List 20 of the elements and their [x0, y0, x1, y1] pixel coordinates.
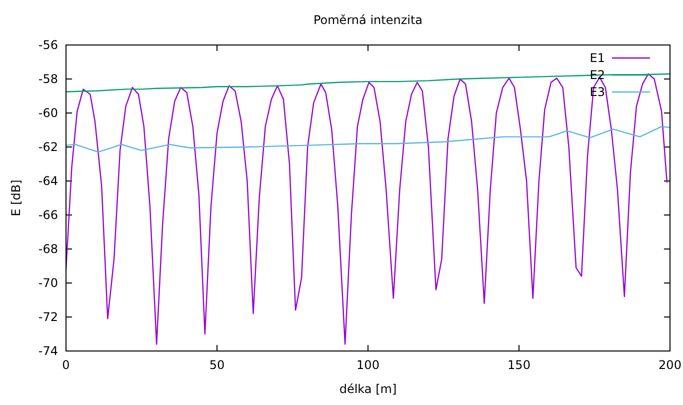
- x-tick-label: 0: [62, 358, 70, 372]
- y-tick-label: -72: [38, 310, 58, 324]
- x-tick-label: 150: [508, 358, 530, 372]
- x-tick-label: 100: [356, 358, 380, 372]
- y-tick-label: -60: [38, 106, 58, 120]
- y-tick-label: -56: [38, 38, 58, 52]
- x-tick-label: 200: [658, 358, 682, 372]
- x-tick-label: 50: [209, 358, 225, 372]
- y-tick-label: -62: [38, 140, 58, 154]
- legend-label: E1: [590, 51, 605, 65]
- y-tick-label: -64: [38, 174, 58, 188]
- y-tick-label: -68: [38, 242, 58, 256]
- y-tick-label: -58: [38, 72, 58, 86]
- y-tick-label: -74: [38, 344, 58, 358]
- x-axis-title: délka [m]: [339, 382, 397, 396]
- y-tick-label: -66: [38, 208, 58, 222]
- y-axis-title: E [dB]: [9, 180, 23, 216]
- chart-title: Poměrná intenzita: [313, 13, 423, 27]
- y-tick-label: -70: [38, 276, 58, 290]
- line-series: [65, 126, 671, 153]
